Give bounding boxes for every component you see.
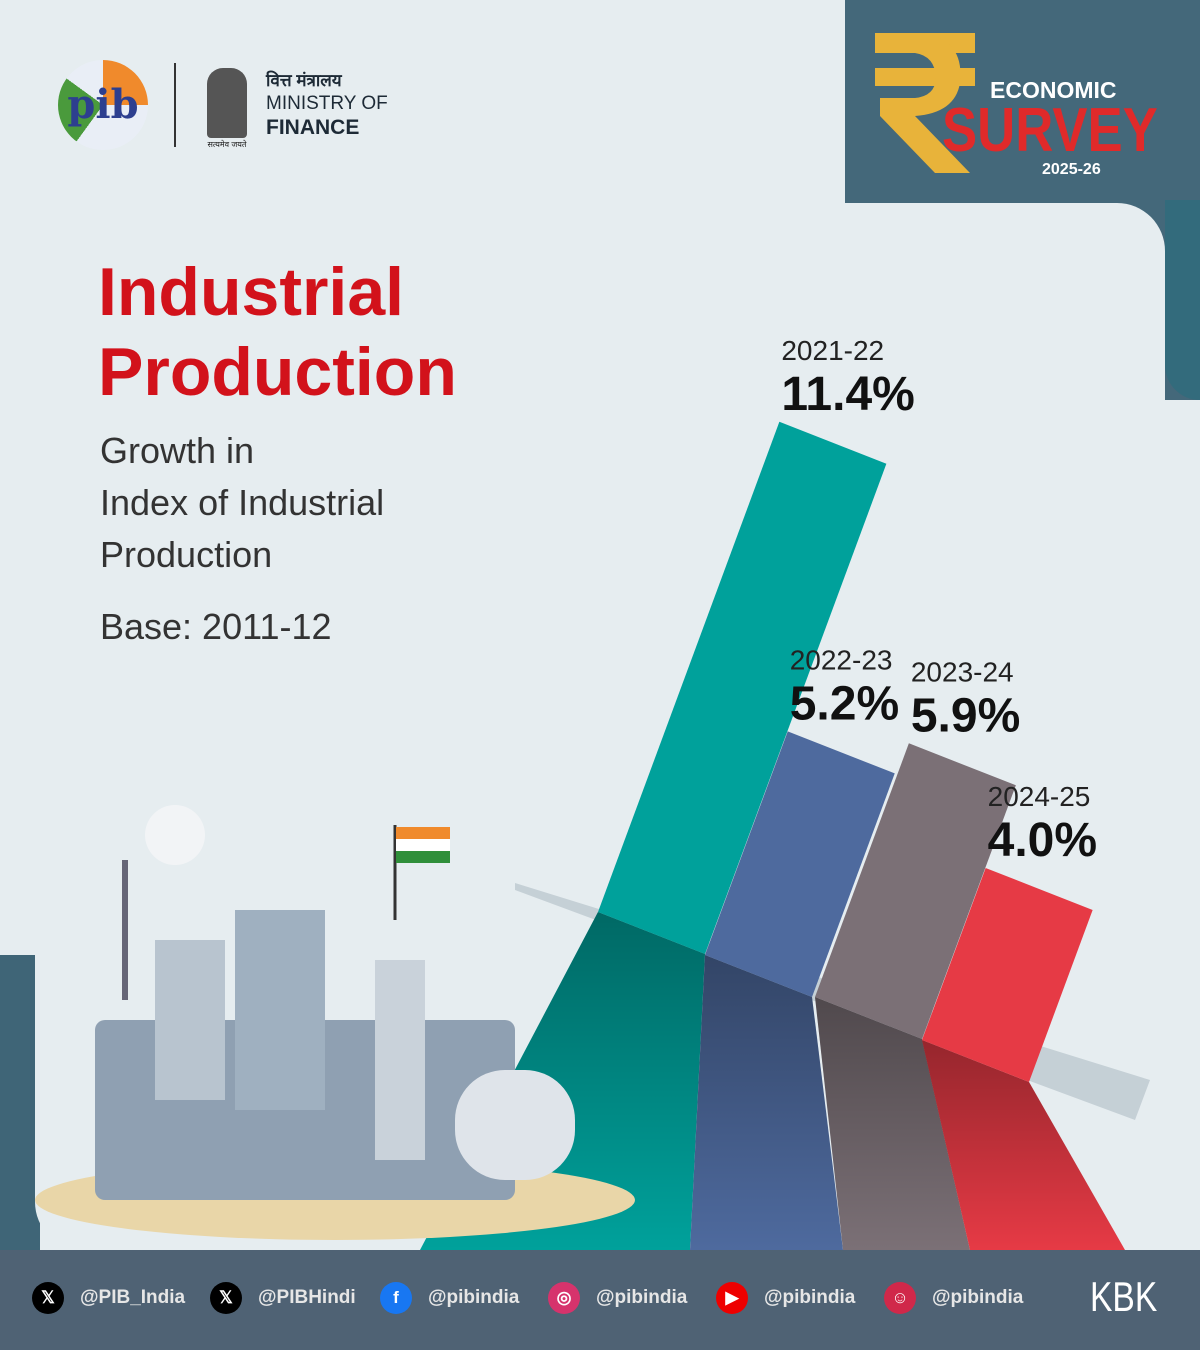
badge-line1: ECONOMIC xyxy=(990,77,1117,103)
kooapp-icon: ☺ xyxy=(884,1282,916,1314)
bar-value-label: 5.9% xyxy=(911,689,1020,742)
bar-category-label: 2023-24 xyxy=(911,656,1014,687)
bar-2022-23 xyxy=(705,731,895,997)
social-link-instagram[interactable]: ◎ @pibindia xyxy=(548,1282,687,1314)
social-link-facebook[interactable]: f @pibindia xyxy=(380,1282,519,1314)
subtitle-line3: Production xyxy=(100,534,273,575)
ministry-line1: MINISTRY OF xyxy=(266,93,388,114)
title-line1: Industrial xyxy=(98,254,405,330)
footer-bar xyxy=(0,1250,1200,1350)
bar-2024-25 xyxy=(922,868,1093,1082)
side-band xyxy=(0,955,40,1255)
social-handle: @PIB_India xyxy=(80,1287,186,1308)
badge-year: 2025-26 xyxy=(1042,161,1101,178)
rupee-icon xyxy=(875,33,975,173)
emblem-caption: सत्यमेव जयते xyxy=(207,140,247,149)
economic-survey-badge: ECONOMIC SURVEY 2025-26 xyxy=(870,28,1170,188)
header-band-accent xyxy=(1165,200,1200,400)
bar-category-label: 2022-23 xyxy=(790,644,893,675)
bar-category-label: 2024-25 xyxy=(988,781,1091,812)
pib-logo-text: pib xyxy=(67,81,139,128)
social-link-x[interactable]: 𝕏 @PIB_India xyxy=(32,1282,185,1314)
bar-value-label: 5.2% xyxy=(790,677,899,730)
youtube-icon: ▶ xyxy=(716,1282,748,1314)
bar-shadow xyxy=(690,955,843,1250)
pib-logo: pib xyxy=(58,60,148,150)
bar-2021-22 xyxy=(598,421,887,954)
ministry-name: वित्त मंत्रालय MINISTRY OF FINANCE xyxy=(266,70,388,140)
social-link-kooapp[interactable]: ☺ @pibindia xyxy=(884,1282,1023,1314)
state-emblem-icon: सत्यमेव जयते xyxy=(202,60,252,150)
title-line2: Production xyxy=(98,334,457,410)
bar-2023-24 xyxy=(815,743,1016,1039)
bar-value-label: 11.4% xyxy=(781,368,914,421)
social-handle: @pibindia xyxy=(932,1287,1024,1308)
social-handle: @PIBHindi xyxy=(258,1287,356,1308)
bar-shadow xyxy=(922,1040,1125,1250)
social-link-x[interactable]: 𝕏 @PIBHindi xyxy=(210,1282,356,1314)
signature: KBK xyxy=(1090,1273,1158,1320)
social-handle: @pibindia xyxy=(428,1287,520,1308)
base-year: Base: 2011-12 xyxy=(100,606,332,647)
subtitle-line1: Growth in xyxy=(100,430,255,471)
divider xyxy=(174,63,176,147)
badge-line2: SURVEY xyxy=(942,96,1158,165)
industrial-plant-illustration xyxy=(35,805,635,1240)
bar-value-label: 4.0% xyxy=(988,814,1097,867)
ministry-hindi: वित्त मंत्रालय xyxy=(266,71,342,90)
subtitle-line2: Index of Industrial xyxy=(100,482,385,523)
ministry-line2: FINANCE xyxy=(266,116,360,139)
bar-shadow xyxy=(815,997,970,1250)
x-icon: 𝕏 xyxy=(210,1282,242,1314)
x-icon: 𝕏 xyxy=(32,1282,64,1314)
page-title: Industrial Production xyxy=(98,252,457,412)
logo-row: pib सत्यमेव जयते वित्त मंत्रालय MINISTRY… xyxy=(58,60,388,150)
social-link-youtube[interactable]: ▶ @pibindia xyxy=(716,1282,855,1314)
subtitle: Growth in Index of Industrial Production xyxy=(100,425,384,581)
social-handle: @pibindia xyxy=(764,1287,856,1308)
social-handle: @pibindia xyxy=(596,1287,688,1308)
bar-category-label: 2021-22 xyxy=(781,335,884,366)
instagram-icon: ◎ xyxy=(548,1282,580,1314)
facebook-icon: f xyxy=(380,1282,412,1314)
